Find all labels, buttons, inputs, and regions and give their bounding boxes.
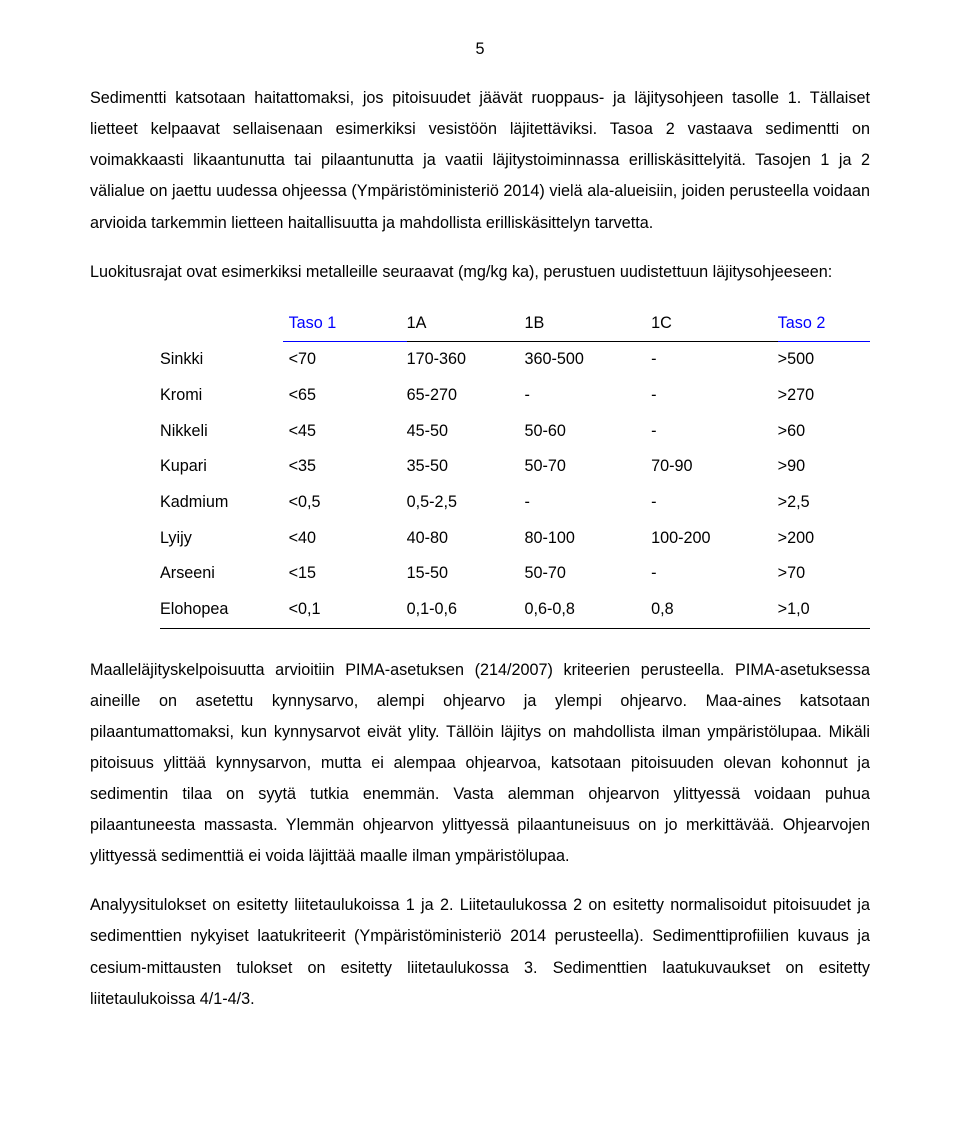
levels-table: Taso 1 1A 1B 1C Taso 2 Sinkki<70170-3603…: [160, 306, 870, 629]
table-cell: 0,6-0,8: [525, 592, 652, 628]
table-cell: Sinkki: [160, 342, 283, 378]
table-cell: 80-100: [525, 521, 652, 557]
document-page: 5 Sedimentti katsotaan haitattomaksi, jo…: [0, 0, 960, 1083]
table-cell: 360-500: [525, 342, 652, 378]
table-row: Lyijy<4040-8080-100100-200>200: [160, 521, 870, 557]
table-cell: Elohopea: [160, 592, 283, 628]
table-cell: <35: [283, 449, 407, 485]
table-cell: 50-60: [525, 414, 652, 450]
table-cell: >70: [778, 556, 870, 592]
table-header-blank: [160, 306, 283, 342]
table-cell: 50-70: [525, 556, 652, 592]
table-cell: <0,5: [283, 485, 407, 521]
table-cell: -: [525, 485, 652, 521]
table-header-1c: 1C: [651, 306, 778, 342]
table-cell: -: [651, 414, 778, 450]
table-row: Elohopea<0,10,1-0,60,6-0,80,8>1,0: [160, 592, 870, 628]
table-cell: Arseeni: [160, 556, 283, 592]
table-cell: -: [651, 378, 778, 414]
table-row: Kadmium<0,50,5-2,5-->2,5: [160, 485, 870, 521]
table-row: Sinkki<70170-360360-500->500: [160, 342, 870, 378]
table-cell: 100-200: [651, 521, 778, 557]
table-cell: 65-270: [407, 378, 525, 414]
table-cell: <0,1: [283, 592, 407, 628]
table-header-taso1: Taso 1: [283, 306, 407, 342]
table-cell: 0,1-0,6: [407, 592, 525, 628]
table-cell: 50-70: [525, 449, 652, 485]
table-body: Sinkki<70170-360360-500->500Kromi<6565-2…: [160, 342, 870, 628]
table-cell: >1,0: [778, 592, 870, 628]
paragraph-1: Sedimentti katsotaan haitattomaksi, jos …: [90, 83, 870, 239]
table-cell: Lyijy: [160, 521, 283, 557]
table-cell: >500: [778, 342, 870, 378]
table-cell: >270: [778, 378, 870, 414]
table-header-1b: 1B: [525, 306, 652, 342]
table-cell: -: [651, 556, 778, 592]
table-header-1a: 1A: [407, 306, 525, 342]
table-cell: 40-80: [407, 521, 525, 557]
table-header-taso2: Taso 2: [778, 306, 870, 342]
table-cell: 70-90: [651, 449, 778, 485]
table-cell: >90: [778, 449, 870, 485]
table-cell: 45-50: [407, 414, 525, 450]
table-cell: >2,5: [778, 485, 870, 521]
table-header-row: Taso 1 1A 1B 1C Taso 2: [160, 306, 870, 342]
table-cell: Nikkeli: [160, 414, 283, 450]
table-row: Arseeni<1515-5050-70->70: [160, 556, 870, 592]
table-cell: <45: [283, 414, 407, 450]
table-cell: 0,5-2,5: [407, 485, 525, 521]
table-cell: <40: [283, 521, 407, 557]
table-cell: <15: [283, 556, 407, 592]
table-cell: 15-50: [407, 556, 525, 592]
table-cell: >60: [778, 414, 870, 450]
table-cell: 170-360: [407, 342, 525, 378]
paragraph-3: Maalleläjityskelpoisuutta arvioitiin PIM…: [90, 655, 870, 873]
table-cell: 0,8: [651, 592, 778, 628]
table-cell: >200: [778, 521, 870, 557]
paragraph-2: Luokitusrajat ovat esimerkiksi metalleil…: [90, 257, 870, 288]
paragraph-4: Analyysitulokset on esitetty liitetauluk…: [90, 890, 870, 1014]
table-cell: -: [525, 378, 652, 414]
table-cell: <65: [283, 378, 407, 414]
page-number: 5: [90, 34, 870, 65]
table-row: Kupari<3535-5050-7070-90>90: [160, 449, 870, 485]
table-row: Nikkeli<4545-5050-60->60: [160, 414, 870, 450]
table-cell: Kadmium: [160, 485, 283, 521]
table-cell: 35-50: [407, 449, 525, 485]
table-cell: Kupari: [160, 449, 283, 485]
table-cell: Kromi: [160, 378, 283, 414]
table-cell: -: [651, 485, 778, 521]
table-cell: <70: [283, 342, 407, 378]
table-row: Kromi<6565-270-->270: [160, 378, 870, 414]
table-cell: -: [651, 342, 778, 378]
